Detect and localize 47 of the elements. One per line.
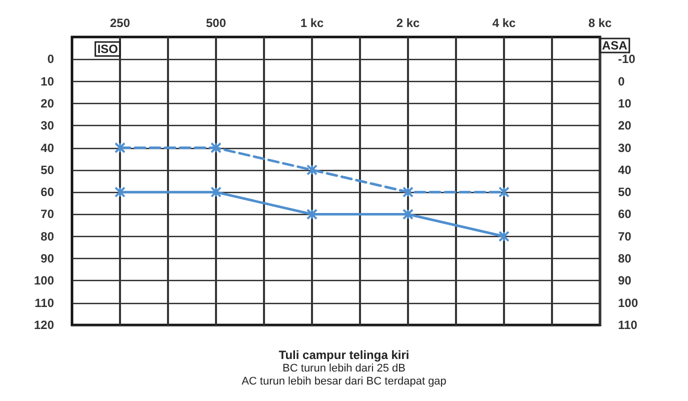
y-tick-label: 100 — [34, 274, 54, 288]
y2-tick-label: 70 — [618, 229, 632, 244]
point — [114, 186, 126, 198]
point — [210, 142, 222, 154]
y-tick-label: 0 — [47, 52, 54, 66]
y2-tick-label: 30 — [618, 140, 632, 155]
y2-tick-label: 100 — [618, 296, 638, 310]
y-tick-label: 120 — [34, 318, 54, 332]
y2-tick-label: -10 — [618, 52, 636, 66]
point — [306, 164, 318, 176]
text: Tuli campur telinga kiri — [278, 348, 410, 362]
y-tick-label: 20 — [40, 96, 54, 110]
y2-tick-label: 0 — [618, 74, 625, 88]
x-tick-label: 8 kc — [588, 16, 612, 30]
y-tick-label: 70 — [40, 207, 54, 222]
point — [114, 142, 126, 154]
point — [402, 208, 414, 220]
y2-tick-label: 50 — [618, 185, 632, 200]
y2-tick-label: 90 — [618, 274, 632, 288]
y-tick-label: 40 — [40, 140, 54, 155]
text: BC turun lebih dari 25 dB — [282, 362, 406, 374]
x-tick-label: 250 — [110, 16, 130, 30]
point — [498, 230, 510, 242]
x-tick-label: 1 kc — [300, 16, 324, 30]
x-tick-label: 4 kc — [492, 16, 516, 30]
y-axis-title: ISO — [97, 42, 118, 56]
x-tick-label: 500 — [206, 16, 226, 30]
point — [306, 208, 318, 220]
y-tick-label: 90 — [40, 252, 54, 266]
y-tick-label: 50 — [40, 162, 54, 177]
point — [498, 186, 510, 198]
y-tick-label: 30 — [40, 118, 54, 133]
point — [210, 186, 222, 198]
y-tick-label: 10 — [40, 74, 54, 88]
text: AC turun lebih besar dari BC terdapat gap — [242, 376, 446, 388]
y2-axis-title: ASA — [602, 38, 628, 53]
y2-tick-label: 40 — [618, 162, 632, 177]
x-tick-label: 2 kc — [396, 16, 420, 30]
y2-tick-label: 60 — [618, 207, 632, 222]
y-tick-label: 80 — [40, 229, 54, 244]
point — [402, 186, 414, 198]
y2-tick-label: 80 — [618, 252, 632, 266]
y-tick-label: 60 — [40, 185, 54, 200]
y2-tick-label: 20 — [618, 118, 632, 133]
y2-tick-label: 110 — [618, 318, 638, 332]
y2-tick-label: 10 — [618, 96, 632, 110]
y-tick-label: 110 — [34, 296, 54, 310]
